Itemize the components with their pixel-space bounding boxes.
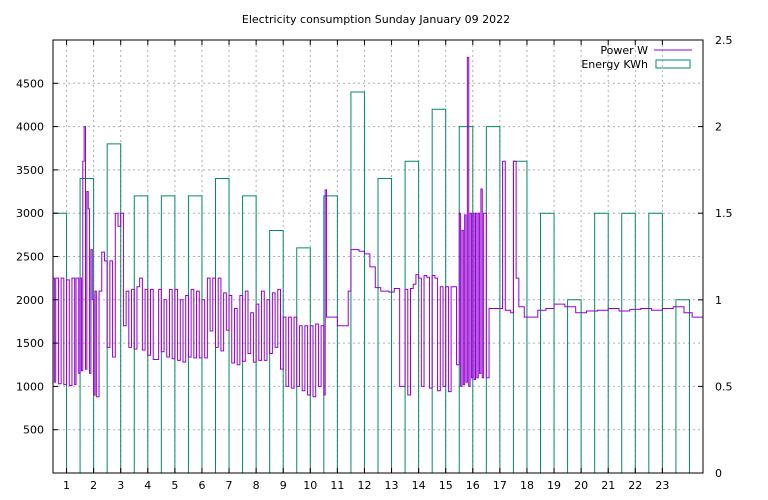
x-tick-label: 5 xyxy=(171,479,178,492)
y-axis-right-ticks: 0 0.5 1 1.5 2 2.5 xyxy=(698,34,733,480)
chart-title: Electricity consumption Sunday January 0… xyxy=(242,13,510,26)
y-left-tick-label: 2500 xyxy=(16,251,44,264)
y-right-tick-label: 0.5 xyxy=(715,380,733,393)
energy-bar xyxy=(323,195,338,473)
y-right-tick-label: 2.5 xyxy=(715,34,733,47)
x-tick-label: 13 xyxy=(385,479,399,492)
energy-bar xyxy=(350,91,365,473)
x-tick-label: 8 xyxy=(253,479,260,492)
x-tick-label: 4 xyxy=(144,479,151,492)
energy-bar xyxy=(377,178,393,473)
energy-bar xyxy=(106,143,122,473)
energy-bar xyxy=(404,160,420,473)
x-tick-label: 7 xyxy=(226,479,233,492)
x-tick-label: 3 xyxy=(117,479,124,492)
energy-bar xyxy=(675,299,690,473)
x-tick-label: 1 xyxy=(63,479,70,492)
y-left-tick-label: 1500 xyxy=(16,337,44,350)
energy-bar xyxy=(215,178,230,473)
power-series xyxy=(53,56,703,398)
energy-bar xyxy=(594,212,609,473)
y-left-tick-label: 1000 xyxy=(16,380,44,393)
energy-series xyxy=(52,91,690,473)
y-left-tick-label: 4500 xyxy=(16,77,44,90)
y-right-tick-label: 1.5 xyxy=(715,207,733,220)
energy-bar xyxy=(242,195,257,473)
energy-bar xyxy=(269,230,284,473)
x-tick-label: 17 xyxy=(493,479,507,492)
x-tick-label: 11 xyxy=(330,479,344,492)
legend-swatch-energy xyxy=(655,59,691,69)
y-right-tick-label: 1 xyxy=(715,294,722,307)
x-tick-label: 21 xyxy=(601,479,615,492)
x-tick-label: 12 xyxy=(357,479,371,492)
x-axis-ticks: 1 2 3 4 5 6 7 8 9 10 11 12 13 14 15 16 17 18 19 20 21 22 23 xyxy=(63,40,669,492)
x-tick-label: 10 xyxy=(303,479,317,492)
x-tick-label: 18 xyxy=(520,479,534,492)
x-tick-label: 2 xyxy=(90,479,97,492)
legend: Power W Energy KWh xyxy=(581,44,692,71)
x-tick-label: 14 xyxy=(412,479,426,492)
x-tick-label: 20 xyxy=(574,479,588,492)
legend-label-energy: Energy KWh xyxy=(581,58,648,71)
y-right-tick-label: 0 xyxy=(715,467,722,480)
x-tick-label: 9 xyxy=(280,479,287,492)
y-axis-left-ticks: 500 1000 1500 2000 2500 3000 3500 4000 4500 xyxy=(16,77,58,437)
energy-bar xyxy=(431,108,447,473)
x-tick-label: 6 xyxy=(198,479,205,492)
energy-bar xyxy=(567,299,582,473)
energy-bar xyxy=(187,195,203,473)
energy-bar xyxy=(648,212,663,473)
y-left-tick-label: 4000 xyxy=(16,121,44,134)
energy-bar xyxy=(160,195,176,473)
y-left-tick-label: 2000 xyxy=(16,294,44,307)
x-tick-label: 23 xyxy=(655,479,669,492)
power-line xyxy=(53,56,703,398)
x-tick-label: 19 xyxy=(547,479,561,492)
y-left-tick-label: 3000 xyxy=(16,207,44,220)
x-tick-label: 22 xyxy=(628,479,642,492)
x-tick-label: 16 xyxy=(466,479,480,492)
y-right-tick-label: 2 xyxy=(715,121,722,134)
y-left-tick-label: 500 xyxy=(23,424,44,437)
energy-bar xyxy=(133,195,149,473)
energy-bar xyxy=(540,212,555,473)
x-tick-label: 15 xyxy=(439,479,453,492)
energy-bar xyxy=(621,212,636,473)
energy-bar xyxy=(296,247,311,473)
legend-label-power: Power W xyxy=(600,44,648,57)
y-left-tick-label: 3500 xyxy=(16,164,44,177)
